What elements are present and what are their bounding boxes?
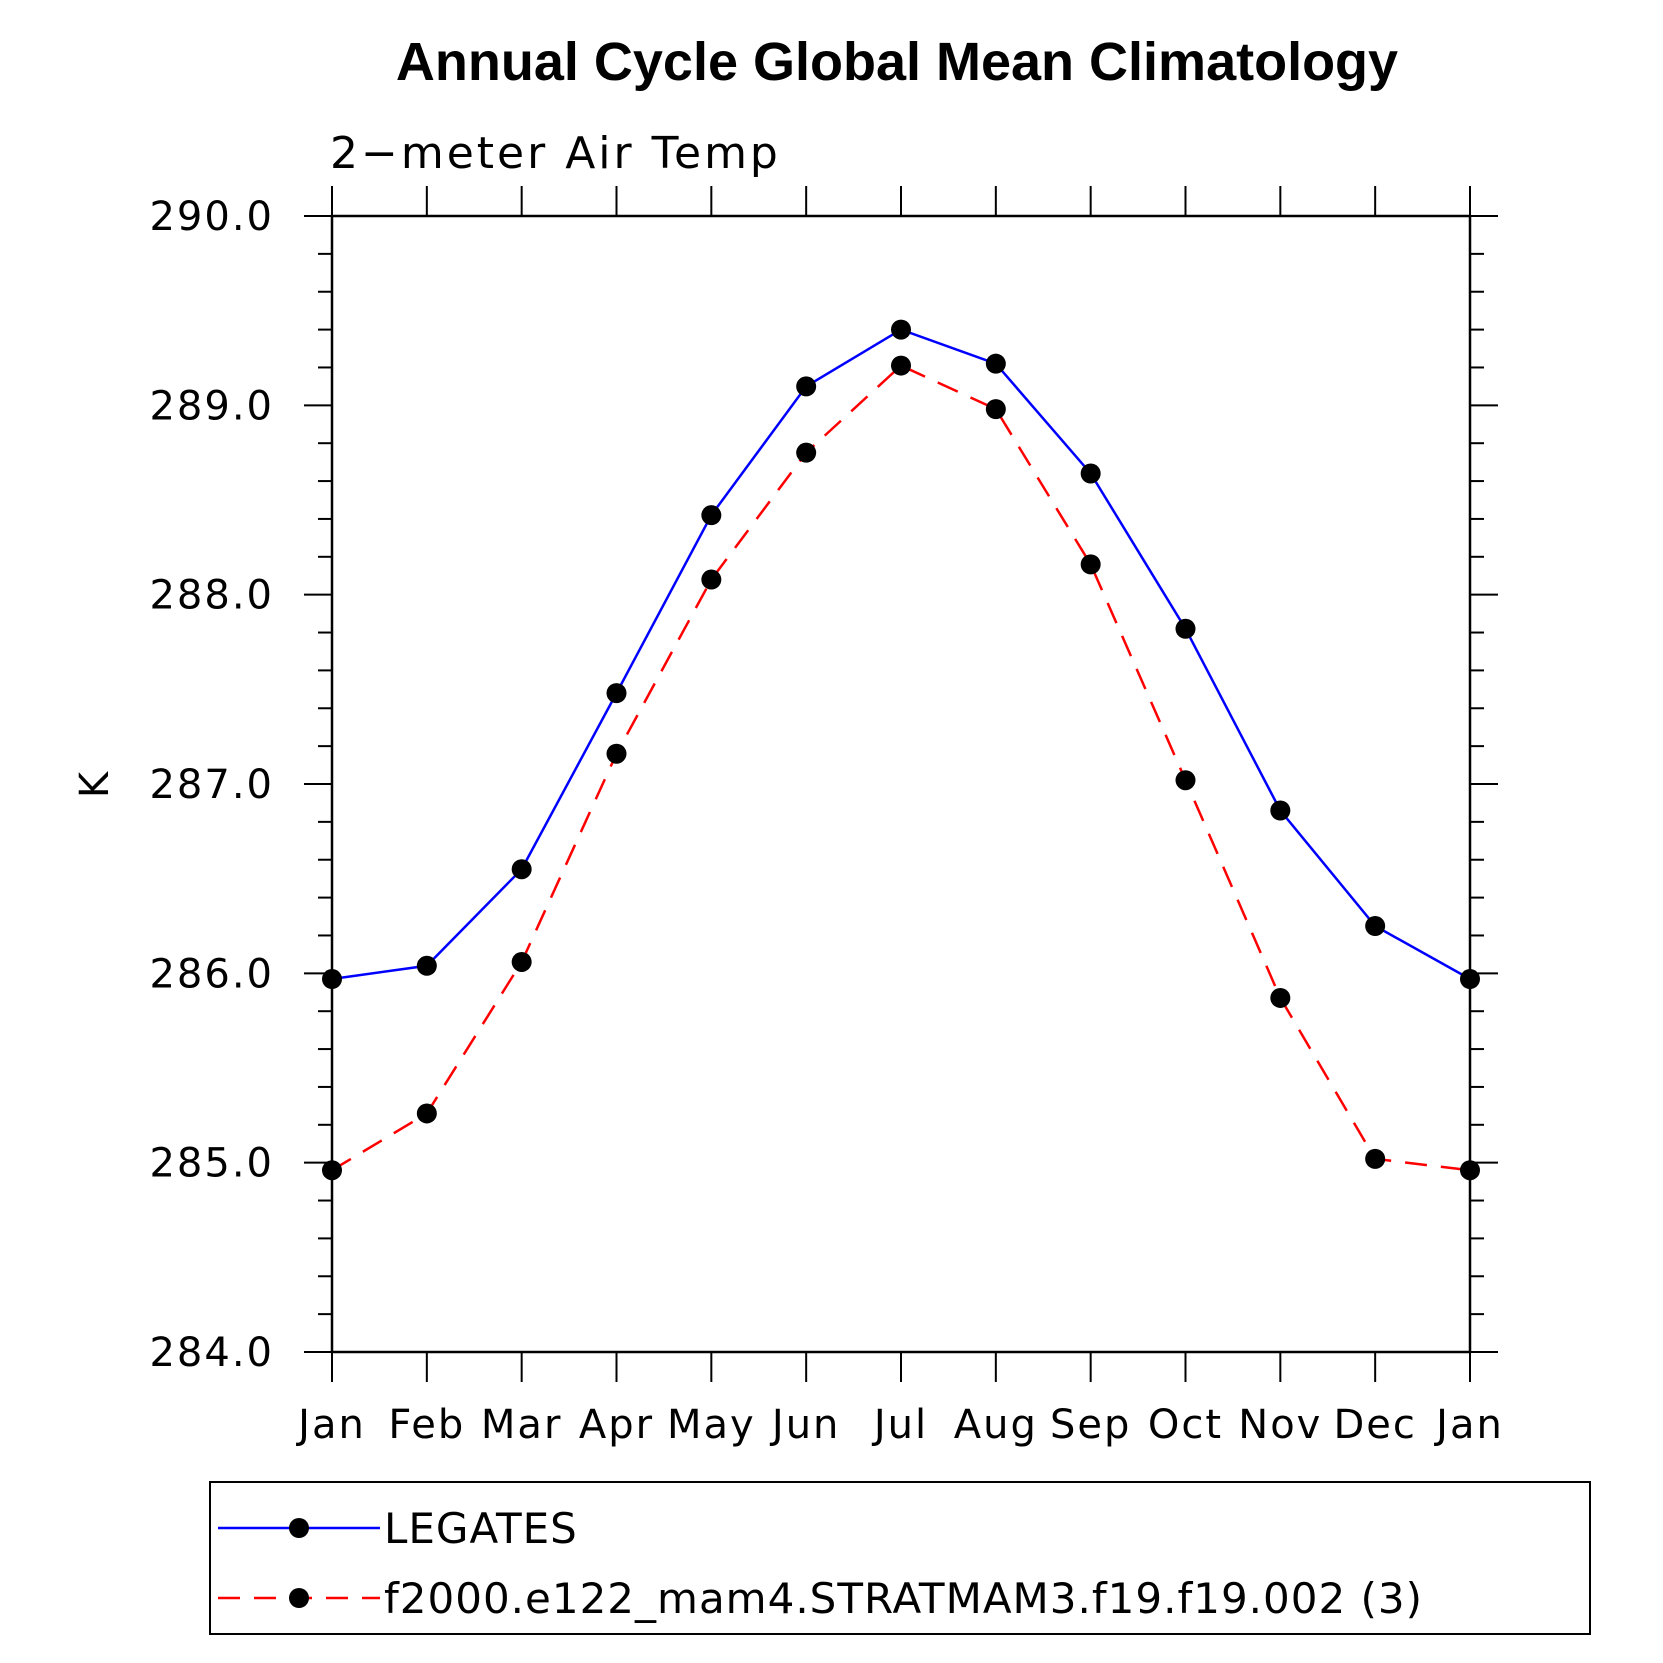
data-point: [511, 951, 532, 972]
plot-series: [322, 319, 1480, 1181]
series-2: [322, 355, 1480, 1181]
data-point: [416, 1103, 437, 1124]
x-tick-label: Aug: [954, 1402, 1038, 1448]
x-tick-label: Jan: [295, 1402, 366, 1448]
data-point: [1460, 1160, 1480, 1181]
data-point: [606, 743, 627, 764]
legend-label: f2000.e122_mam4.STRATMAM3.f19.f19.002 (3…: [384, 1574, 1423, 1623]
data-point: [701, 569, 722, 590]
data-point: [1270, 800, 1291, 821]
y-tick-label: 288.0: [149, 573, 274, 619]
x-tick-label: Jan: [1433, 1402, 1504, 1448]
x-tick-label: Mar: [481, 1402, 562, 1448]
y-tick-label: 289.0: [149, 383, 274, 429]
data-point: [891, 319, 911, 340]
legend: LEGATES f2000.e122_mam4.STRATMAM3.f19.f19…: [209, 1481, 1591, 1635]
data-point: [701, 505, 722, 526]
y-tick-label: 285.0: [149, 1141, 274, 1187]
x-tick-label: Dec: [1333, 1402, 1416, 1448]
data-point: [322, 1160, 342, 1181]
chart-subtitle: 2−meter Air Temp: [330, 128, 781, 179]
x-tick-label: Oct: [1148, 1402, 1223, 1448]
series-1: [322, 319, 1480, 990]
x-tick-label: Feb: [388, 1402, 465, 1448]
data-point: [1175, 770, 1196, 791]
data-point: [1365, 1148, 1386, 1169]
data-point: [985, 399, 1006, 420]
x-tick-label: Nov: [1238, 1402, 1322, 1448]
data-point: [891, 355, 911, 376]
y-axis-label: K: [72, 770, 118, 798]
x-tick-label: Sep: [1050, 1402, 1131, 1448]
data-point: [796, 376, 817, 397]
legend-label: LEGATES: [384, 1504, 578, 1553]
x-tick-label: Jul: [871, 1402, 928, 1448]
legend-swatch-marker: [289, 1518, 309, 1538]
plot-frame: [330, 214, 1472, 1354]
y-tick-label: 284.0: [149, 1330, 274, 1376]
data-point: [1080, 554, 1101, 575]
data-point: [606, 683, 627, 704]
legend-box: [209, 1481, 1591, 1635]
data-point: [511, 859, 532, 880]
y-tick-label: 290.0: [149, 194, 274, 240]
data-point: [985, 353, 1006, 374]
axes: 284.0 285.0 286.0 287.0 288.0 289.0 290.0 Jan Fe…: [149, 186, 1504, 1448]
x-tick-label: Apr: [579, 1402, 654, 1448]
data-point: [1080, 463, 1101, 484]
x-tick-label: May: [667, 1402, 756, 1448]
chart-title: Annual Cycle Global Mean Climatology: [396, 32, 1398, 92]
data-point: [1270, 987, 1291, 1008]
y-tick-label: 287.0: [149, 762, 274, 808]
data-point: [416, 955, 437, 976]
y-tick-label: 286.0: [149, 951, 274, 997]
data-point: [1460, 969, 1480, 990]
data-point: [322, 969, 342, 990]
series-line: [331, 364, 1471, 1172]
data-point: [1175, 618, 1196, 639]
series-line: [331, 328, 1471, 981]
legend-swatch-marker: [289, 1588, 309, 1608]
x-tick-label: Jun: [769, 1402, 841, 1448]
data-point: [796, 442, 817, 463]
data-point: [1365, 916, 1386, 936]
